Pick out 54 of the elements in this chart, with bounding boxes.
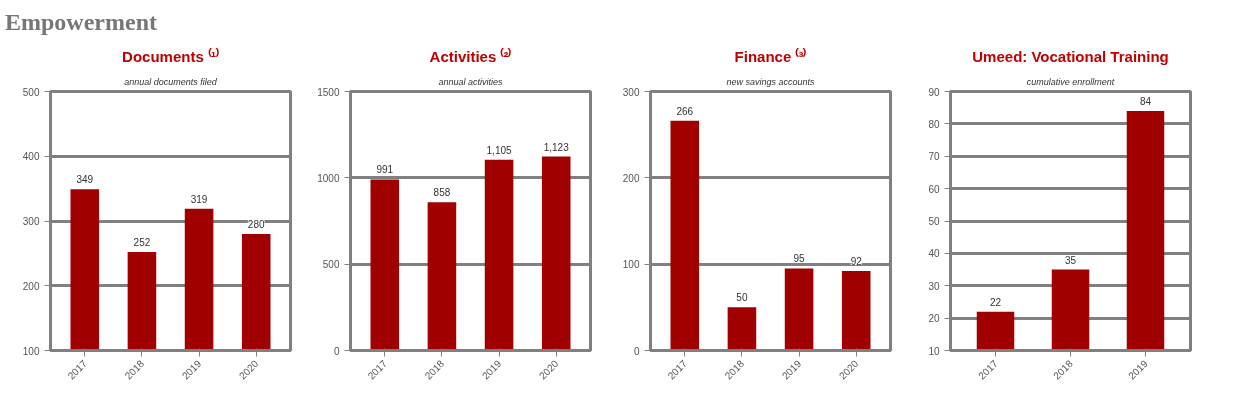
data-label: 319: [190, 193, 208, 205]
y-tick-label: 1000: [317, 172, 340, 184]
bar: [370, 179, 400, 351]
data-label: 280: [247, 218, 265, 230]
y-tick-label: 100: [22, 345, 40, 357]
data-label: 1,123: [543, 141, 570, 153]
data-label: 50: [736, 292, 748, 304]
bar: [727, 307, 757, 351]
data-label: 95: [793, 253, 806, 265]
chart-subtitle: annual activities: [438, 76, 504, 87]
chart-title: Documents ⁽¹⁾: [122, 47, 219, 65]
data-label: 22: [989, 296, 1002, 308]
y-tick-label: 300: [622, 86, 640, 98]
y-tick-label: 10: [928, 345, 940, 357]
chart-title: Activities ⁽²⁾: [429, 47, 512, 65]
bar: [541, 156, 571, 351]
y-tick-label: 0: [633, 345, 640, 357]
y-tick-label: 40: [928, 248, 940, 260]
bar: [484, 159, 514, 351]
chart-subtitle: cumulative enrollment: [1026, 76, 1115, 87]
data-label: 84: [1139, 95, 1152, 107]
y-tick-label: 300: [22, 216, 40, 227]
y-tick-label: 70: [928, 151, 940, 163]
y-tick-label: 1500: [317, 86, 340, 98]
bar: [841, 271, 871, 351]
y-tick-label: 0: [333, 345, 340, 357]
data-label: 266: [676, 105, 694, 117]
bar: [670, 120, 700, 351]
y-tick-label: 80: [928, 118, 940, 130]
data-label: 92: [850, 256, 863, 268]
bar: [784, 268, 814, 351]
data-label: 991: [376, 164, 394, 176]
y-tick-label: 500: [322, 259, 340, 271]
y-tick-label: 400: [22, 151, 40, 163]
y-tick-label: 500: [22, 86, 40, 98]
y-tick-label: 20: [928, 313, 940, 325]
y-tick-label: 50: [928, 216, 940, 227]
y-tick-label: 200: [22, 280, 40, 292]
y-tick-label: 30: [928, 280, 940, 292]
chart-title: Finance ⁽³⁾: [734, 47, 807, 65]
y-tick-label: 100: [622, 259, 640, 271]
y-tick-label: 60: [928, 183, 940, 195]
data-label: 1,105: [486, 144, 513, 156]
chart-title: Umeed: Vocational Training: [972, 47, 1169, 65]
data-label: 858: [433, 187, 451, 199]
bar: [427, 202, 457, 351]
chart-subtitle: new savings accounts: [726, 76, 816, 87]
y-tick-label: 200: [622, 172, 640, 184]
chart-subtitle: annual documents filed: [124, 76, 218, 87]
text: Empowerment: [5, 8, 157, 37]
data-label: 35: [1064, 254, 1077, 266]
data-label: 349: [76, 174, 94, 186]
data-label: 252: [133, 237, 151, 249]
y-tick-label: 90: [928, 86, 940, 98]
